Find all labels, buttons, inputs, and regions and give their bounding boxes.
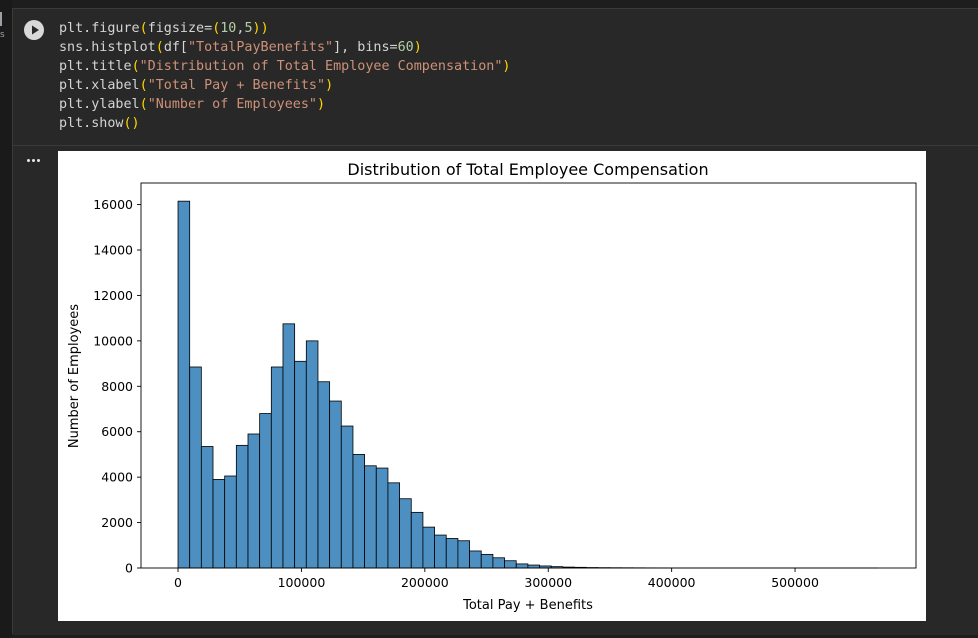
code-token: plt.figure	[59, 21, 140, 36]
histogram-chart: Distribution of Total Employee Compensat…	[67, 160, 917, 613]
more-horizontal-icon[interactable]	[23, 152, 45, 168]
x-tick-label: 300000	[524, 575, 572, 590]
y-tick-label: 16000	[93, 197, 133, 212]
code-token: 10	[220, 21, 237, 36]
histogram-bar	[422, 526, 435, 569]
code-token: ,	[236, 21, 245, 36]
histogram-bar	[504, 560, 517, 569]
code-token: ()	[123, 116, 140, 131]
histogram-figure: Distribution of Total Employee Compensat…	[58, 151, 926, 621]
code-line: plt.xlabel("Total Pay + Benefits")	[59, 78, 333, 93]
histogram-bar	[294, 360, 307, 569]
code-text[interactable]: plt.figure(figsize=(10,5)) sns.histplot(…	[59, 19, 510, 133]
y-tick-label: 8000	[101, 379, 133, 394]
code-token: ], bins=	[333, 40, 398, 55]
y-tick-label: 14000	[93, 243, 133, 258]
histogram-bar	[352, 454, 366, 569]
code-token: plt.ylabel	[59, 97, 140, 112]
code-token: (	[155, 40, 164, 55]
code-token: figsize=	[147, 21, 213, 36]
gutter-marker	[0, 12, 2, 26]
y-tick-label: 4000	[101, 470, 133, 485]
x-tick-label: 0	[174, 575, 182, 590]
play-icon	[32, 25, 39, 35]
histogram-bar	[469, 550, 482, 569]
code-token: plt.show	[59, 116, 124, 131]
code-token: 60	[397, 40, 414, 55]
code-token: sns.histplot	[59, 40, 156, 55]
left-gutter: s	[0, 0, 12, 638]
y-tick-label: 2000	[101, 515, 133, 530]
x-axis-label: Total Pay + Benefits	[462, 598, 593, 613]
histogram-bar	[457, 540, 470, 569]
histogram-bar	[410, 511, 424, 569]
code-token: 5	[244, 21, 253, 36]
code-token: (	[139, 97, 148, 112]
code-line: sns.histplot(df["TotalPayBenefits"], bin…	[59, 40, 422, 55]
code-token: )	[252, 21, 261, 36]
histogram-bar	[247, 433, 261, 569]
code-line: plt.title("Distribution of Total Employe…	[59, 59, 510, 74]
code-token: df[	[163, 40, 188, 55]
histogram-bar	[259, 413, 272, 569]
histogram-bar	[282, 323, 296, 569]
histogram-bar	[224, 475, 237, 569]
chart-axes: 0 100000 200000 300000 400000 500000 0 2000 4000…	[93, 182, 917, 590]
code-token: )	[413, 40, 422, 55]
histogram-bar	[200, 446, 214, 569]
x-tick-label: 400000	[648, 575, 696, 590]
code-line: plt.show()	[59, 116, 140, 131]
y-axis-label: Number of Employees	[67, 304, 82, 448]
histogram-bar	[270, 366, 284, 569]
code-token: "Distribution of Total Employee Compensa…	[139, 59, 503, 74]
chart-title: Distribution of Total Employee Compensat…	[347, 160, 708, 179]
histogram-bar	[445, 538, 459, 569]
code-token: (	[139, 21, 148, 36]
histogram-bar	[375, 467, 389, 569]
code-line: plt.figure(figsize=(10,5))	[59, 21, 269, 36]
code-token: plt.title	[59, 59, 132, 74]
histogram-bar	[235, 444, 249, 569]
histogram-bar	[177, 200, 191, 569]
x-tick-label: 100000	[278, 575, 326, 590]
code-token: "TotalPayBenefits"	[188, 40, 334, 55]
code-token: (	[212, 21, 221, 36]
histogram-bar	[189, 366, 202, 569]
histogram-bar	[212, 479, 226, 569]
histogram-bar	[399, 498, 412, 569]
histogram-bar	[317, 381, 331, 569]
histogram-bar	[434, 534, 447, 569]
code-token: "Total Pay + Benefits"	[147, 78, 326, 93]
code-token: (	[139, 78, 148, 93]
histogram-bar	[492, 557, 505, 569]
x-tick-label: 200000	[401, 575, 449, 590]
histogram-bar	[340, 425, 354, 569]
code-token: (	[131, 59, 140, 74]
histogram-bar	[364, 465, 377, 569]
y-tick-label: 10000	[93, 333, 133, 348]
histogram-bars	[177, 200, 879, 569]
code-token: plt.xlabel	[59, 78, 140, 93]
histogram-bar	[329, 400, 342, 569]
code-editor[interactable]: plt.figure(figsize=(10,5)) sns.histplot(…	[13, 9, 978, 145]
code-token: )	[260, 21, 269, 36]
run-cell-button[interactable]	[24, 20, 44, 40]
gutter-label: s	[0, 30, 5, 40]
plot-frame	[140, 182, 917, 569]
y-tick-label: 12000	[93, 288, 133, 303]
code-token: )	[325, 78, 334, 93]
code-token: )	[502, 59, 511, 74]
y-tick-label: 6000	[101, 424, 133, 439]
histogram-bar	[387, 482, 401, 569]
y-tick-label: 0	[125, 561, 133, 576]
code-token: "Number of Employees"	[147, 97, 317, 112]
histogram-bar	[305, 340, 319, 569]
code-line: plt.ylabel("Number of Employees")	[59, 97, 325, 112]
x-tick-label: 500000	[771, 575, 819, 590]
histogram-bar	[515, 563, 529, 569]
histogram-bar	[480, 553, 494, 569]
code-token: )	[317, 97, 326, 112]
